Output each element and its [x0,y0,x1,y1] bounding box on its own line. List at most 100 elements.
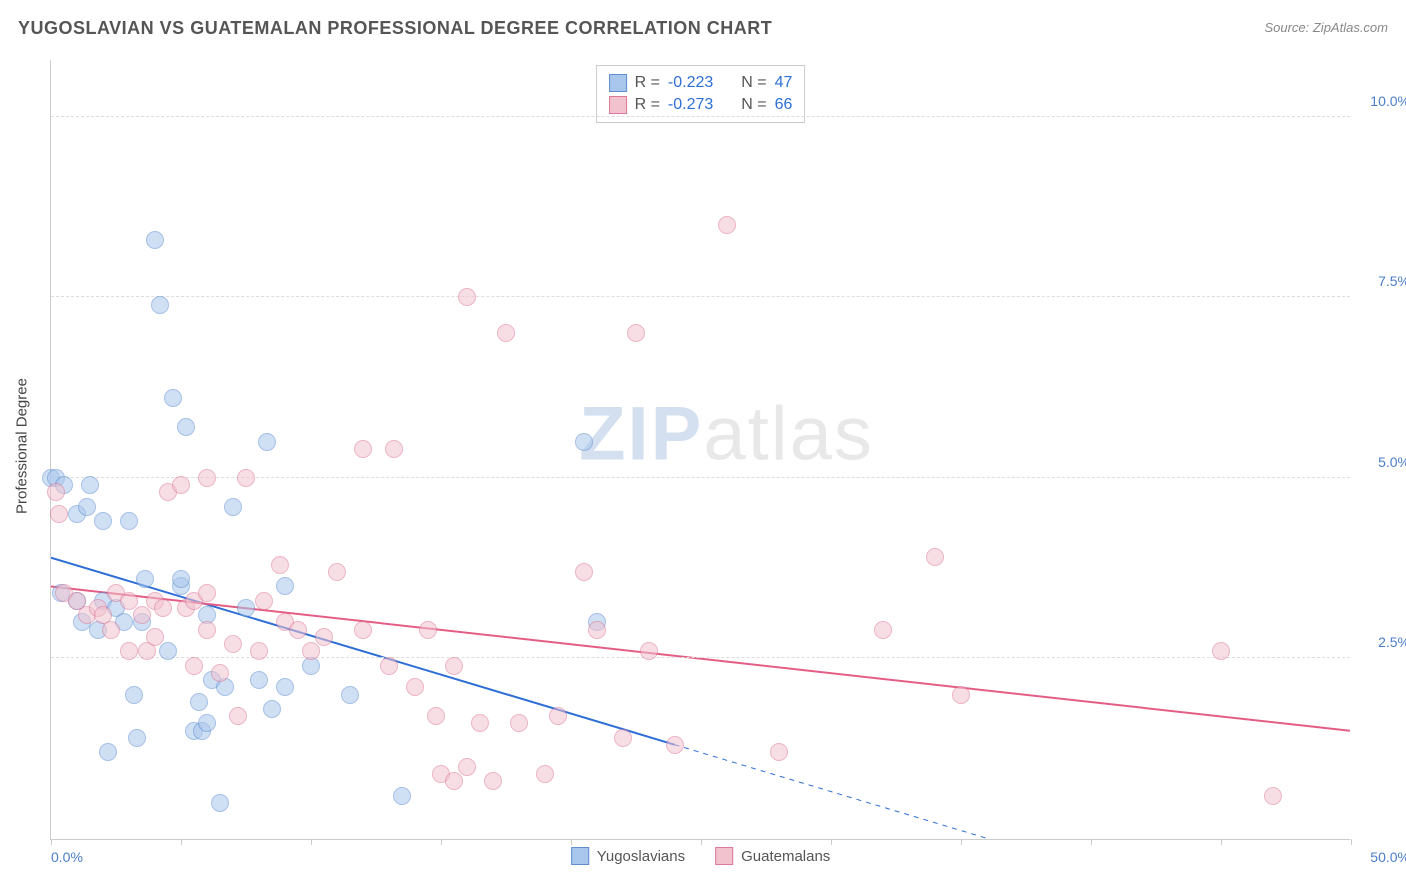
x-tick-label-start: 0.0% [51,849,83,865]
stat-r-value: -0.273 [668,96,713,114]
scatter-point [406,678,424,696]
scatter-point [315,628,333,646]
scatter-point [445,772,463,790]
stat-n-value: 47 [775,74,793,92]
x-tick [1351,839,1352,845]
legend-swatch [609,96,627,114]
scatter-point [458,288,476,306]
watermark: ZIPatlas [579,390,874,477]
scatter-point [81,476,99,494]
x-tick [1221,839,1222,845]
x-tick-label-end: 50.0% [1370,849,1406,865]
scatter-point [276,678,294,696]
scatter-point [211,664,229,682]
stats-legend-row: R = -0.273N = 66 [609,94,793,116]
scatter-point [1212,642,1230,660]
source-label: Source: [1264,20,1312,35]
scatter-point [102,621,120,639]
legend-swatch [609,74,627,92]
bottom-legend: Yugoslavians Guatemalans [571,847,831,865]
scatter-point [380,657,398,675]
stats-legend: R = -0.223N = 47R = -0.273N = 66 [596,65,806,123]
scatter-point [190,693,208,711]
scatter-point [128,729,146,747]
y-tick-label: 2.5% [1355,634,1406,650]
bottom-legend-label: Yugoslavians [597,848,685,865]
scatter-point [458,758,476,776]
x-tick [181,839,182,845]
scatter-point [120,592,138,610]
scatter-point [627,324,645,342]
x-tick [311,839,312,845]
scatter-point [125,686,143,704]
legend-swatch [571,847,589,865]
gridline [51,657,1350,658]
scatter-point [255,592,273,610]
stat-n-value: 66 [775,96,793,114]
scatter-point [154,599,172,617]
scatter-point [146,628,164,646]
scatter-point [136,570,154,588]
scatter-point [874,621,892,639]
scatter-point [211,794,229,812]
scatter-point [302,642,320,660]
scatter-point [393,787,411,805]
scatter-point [952,686,970,704]
scatter-point [445,657,463,675]
x-tick [51,839,52,845]
scatter-point [151,296,169,314]
gridline [51,116,1350,117]
scatter-point [198,584,216,602]
x-tick [701,839,702,845]
x-tick [441,839,442,845]
scatter-point [50,505,68,523]
source-link[interactable]: ZipAtlas.com [1313,20,1388,35]
scatter-point [471,714,489,732]
stat-n-label: N = [741,74,766,92]
scatter-point [224,498,242,516]
scatter-point [385,440,403,458]
stats-legend-row: R = -0.223N = 47 [609,72,793,94]
scatter-point [640,642,658,660]
scatter-point [1264,787,1282,805]
scatter-point [237,469,255,487]
scatter-point [341,686,359,704]
scatter-point [47,483,65,501]
scatter-point [120,642,138,660]
scatter-point [185,657,203,675]
stat-r-value: -0.223 [668,74,713,92]
scatter-point [164,389,182,407]
scatter-point [237,599,255,617]
gridline [51,296,1350,297]
scatter-point [614,729,632,747]
scatter-point [198,621,216,639]
legend-swatch [715,847,733,865]
scatter-point [770,743,788,761]
watermark-atlas: atlas [703,391,874,476]
scatter-point [575,433,593,451]
scatter-point [99,743,117,761]
scatter-point [120,512,138,530]
scatter-point [328,563,346,581]
scatter-point [484,772,502,790]
scatter-point [666,736,684,754]
scatter-point [497,324,515,342]
scatter-point [354,621,372,639]
x-tick [831,839,832,845]
scatter-point [271,556,289,574]
scatter-point [172,570,190,588]
y-tick-label: 7.5% [1355,273,1406,289]
plot-area: ZIPatlas R = -0.223N = 47R = -0.273N = 6… [50,60,1350,840]
scatter-point [289,621,307,639]
scatter-point [224,635,242,653]
watermark-zip: ZIP [579,391,703,476]
y-tick-label: 5.0% [1355,454,1406,470]
source-credit: Source: ZipAtlas.com [1264,20,1388,35]
scatter-point [510,714,528,732]
scatter-point [258,433,276,451]
scatter-point [159,642,177,660]
scatter-point [198,469,216,487]
scatter-point [536,765,554,783]
scatter-point [250,642,268,660]
bottom-legend-item: Guatemalans [715,847,830,865]
